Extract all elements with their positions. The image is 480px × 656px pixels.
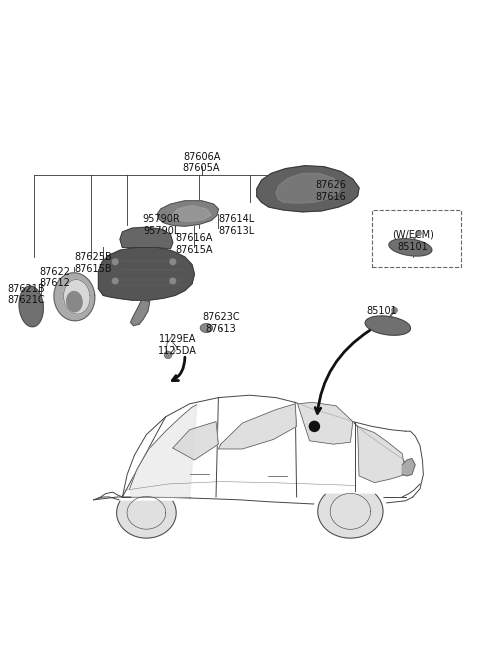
Polygon shape <box>318 495 383 538</box>
Polygon shape <box>120 227 173 249</box>
Polygon shape <box>131 300 150 325</box>
Polygon shape <box>358 426 406 483</box>
Polygon shape <box>173 422 218 460</box>
Polygon shape <box>98 247 194 300</box>
Polygon shape <box>63 279 90 314</box>
Polygon shape <box>298 402 353 444</box>
Polygon shape <box>257 166 359 212</box>
Polygon shape <box>276 173 341 203</box>
Circle shape <box>392 308 397 313</box>
Text: 87621B
87621C: 87621B 87621C <box>8 283 45 305</box>
Polygon shape <box>130 405 197 497</box>
Text: 87625B
87615B: 87625B 87615B <box>75 253 112 274</box>
Circle shape <box>169 258 177 266</box>
Circle shape <box>309 420 320 432</box>
Circle shape <box>111 258 119 266</box>
FancyArrowPatch shape <box>315 331 370 413</box>
Polygon shape <box>201 323 212 333</box>
Polygon shape <box>157 201 218 226</box>
Circle shape <box>111 277 119 285</box>
Polygon shape <box>389 239 432 256</box>
Polygon shape <box>314 493 387 541</box>
Text: 87622
87612: 87622 87612 <box>40 267 71 289</box>
Text: 87606A
87605A: 87606A 87605A <box>183 152 220 173</box>
Text: (W/ECM): (W/ECM) <box>392 229 434 239</box>
Circle shape <box>169 277 177 285</box>
Polygon shape <box>67 291 82 312</box>
Polygon shape <box>170 205 211 222</box>
Polygon shape <box>113 500 180 541</box>
Polygon shape <box>54 273 95 321</box>
Text: 87626
87616: 87626 87616 <box>316 180 347 202</box>
Polygon shape <box>218 404 297 449</box>
Circle shape <box>417 231 421 236</box>
Text: 87614L
87613L: 87614L 87613L <box>218 214 255 236</box>
FancyArrowPatch shape <box>172 357 185 380</box>
Polygon shape <box>19 286 43 327</box>
Text: 85101: 85101 <box>397 242 428 253</box>
Text: 87623C
87613: 87623C 87613 <box>202 312 240 334</box>
Text: 87616A
87615A: 87616A 87615A <box>176 233 213 255</box>
Polygon shape <box>365 316 410 335</box>
Polygon shape <box>117 501 176 538</box>
Polygon shape <box>402 459 415 476</box>
Circle shape <box>164 351 172 359</box>
Text: 95790R
95790L: 95790R 95790L <box>142 214 180 236</box>
Text: 85101: 85101 <box>366 306 397 316</box>
Text: 1129EA
1125DA: 1129EA 1125DA <box>158 334 197 356</box>
